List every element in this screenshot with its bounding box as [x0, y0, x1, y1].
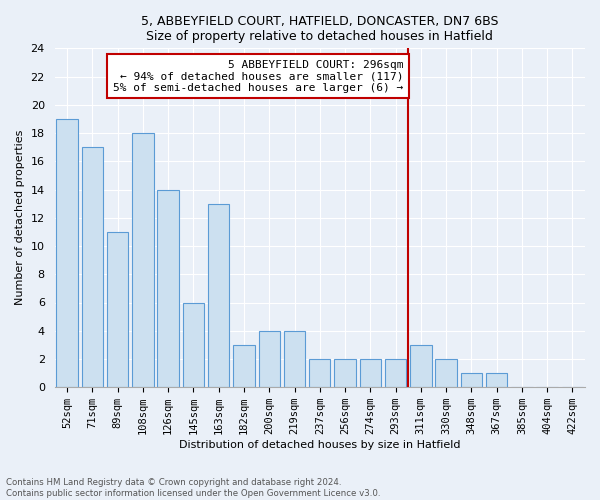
Bar — [334, 359, 356, 387]
Bar — [56, 119, 78, 387]
Bar — [486, 373, 508, 387]
Bar — [157, 190, 179, 387]
Bar — [82, 147, 103, 387]
X-axis label: Distribution of detached houses by size in Hatfield: Distribution of detached houses by size … — [179, 440, 461, 450]
Bar — [107, 232, 128, 387]
Text: 5 ABBEYFIELD COURT: 296sqm
← 94% of detached houses are smaller (117)
5% of semi: 5 ABBEYFIELD COURT: 296sqm ← 94% of deta… — [113, 60, 403, 93]
Bar — [359, 359, 381, 387]
Y-axis label: Number of detached properties: Number of detached properties — [15, 130, 25, 306]
Bar — [461, 373, 482, 387]
Bar — [208, 204, 229, 387]
Bar — [284, 330, 305, 387]
Bar — [233, 345, 255, 387]
Text: Contains HM Land Registry data © Crown copyright and database right 2024.
Contai: Contains HM Land Registry data © Crown c… — [6, 478, 380, 498]
Bar — [309, 359, 331, 387]
Bar — [385, 359, 406, 387]
Bar — [132, 133, 154, 387]
Bar — [259, 330, 280, 387]
Bar — [183, 302, 204, 387]
Title: 5, ABBEYFIELD COURT, HATFIELD, DONCASTER, DN7 6BS
Size of property relative to d: 5, ABBEYFIELD COURT, HATFIELD, DONCASTER… — [141, 15, 499, 43]
Bar — [436, 359, 457, 387]
Bar — [410, 345, 431, 387]
